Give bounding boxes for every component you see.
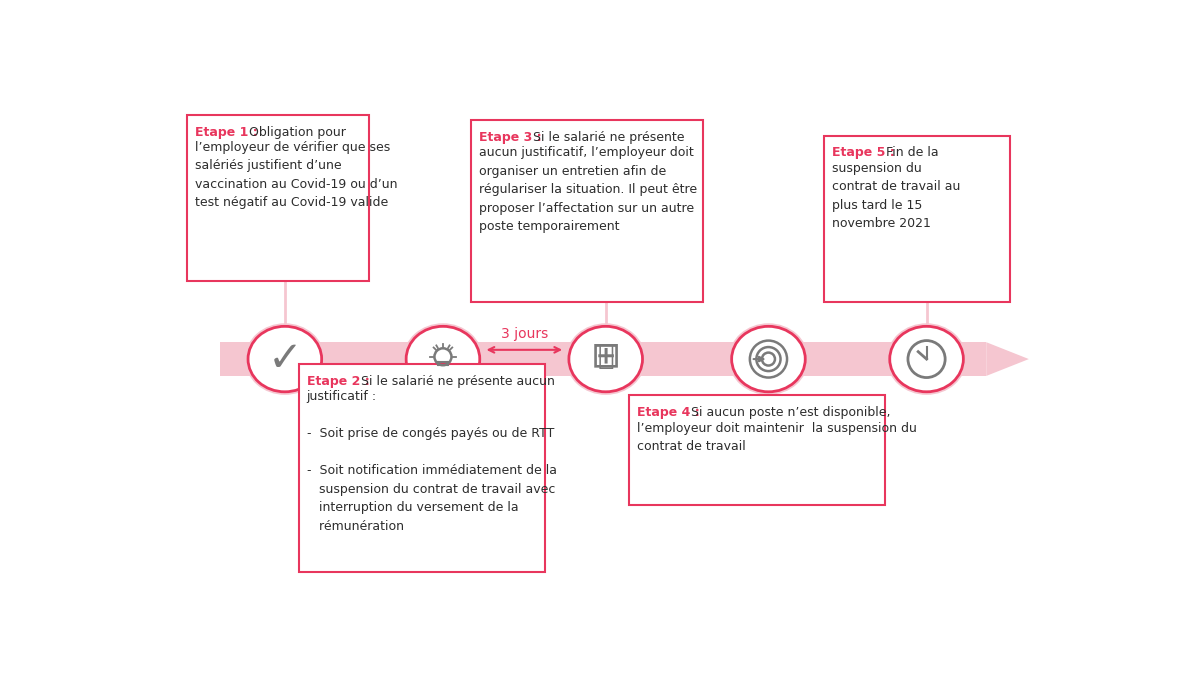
Text: l’employeur doit maintenir  la suspension du
contrat de travail: l’employeur doit maintenir la suspension…	[637, 422, 917, 453]
Ellipse shape	[728, 323, 809, 395]
Text: aucun justificatif, l’employeur doit
organiser un entretien afin de
régulariser : aucun justificatif, l’employeur doit org…	[479, 146, 697, 233]
Text: l’employeur de vérifier que ses
salériés justifient d’une
vaccination au Covid-1: l’employeur de vérifier que ses salériés…	[194, 141, 397, 209]
Text: suspension du
contrat de travail au
plus tard le 15
novembre 2021: suspension du contrat de travail au plus…	[832, 162, 960, 230]
Text: Si le salarié ne présente aucun: Si le salarié ne présente aucun	[356, 375, 554, 388]
Text: Etape 5 :: Etape 5 :	[832, 146, 895, 159]
Text: Fin de la: Fin de la	[882, 146, 938, 159]
FancyBboxPatch shape	[187, 115, 368, 281]
Ellipse shape	[403, 323, 482, 395]
Ellipse shape	[569, 326, 642, 391]
Ellipse shape	[732, 326, 805, 391]
Ellipse shape	[406, 326, 480, 391]
Text: justificatif :

-  Soit prise de congés payés ou de RTT

-  Soit notification im: justificatif : - Soit prise de congés pa…	[306, 390, 557, 533]
Text: Si aucun poste n’est disponible,: Si aucun poste n’est disponible,	[686, 406, 890, 419]
Text: ✓: ✓	[268, 338, 302, 380]
Ellipse shape	[887, 323, 966, 395]
Ellipse shape	[245, 323, 325, 395]
FancyBboxPatch shape	[299, 364, 545, 572]
Text: Etape 1 :: Etape 1 :	[194, 126, 258, 138]
Text: 3 jours: 3 jours	[500, 327, 548, 341]
Ellipse shape	[565, 323, 646, 395]
FancyBboxPatch shape	[470, 120, 703, 302]
Text: Etape 3 :: Etape 3 :	[479, 131, 541, 144]
Text: ⊞: ⊞	[590, 340, 620, 374]
Text: Si le salarié ne présente: Si le salarié ne présente	[529, 131, 684, 144]
FancyBboxPatch shape	[629, 396, 884, 505]
Polygon shape	[986, 342, 1028, 376]
Text: Etape 4 :: Etape 4 :	[637, 406, 700, 419]
Text: Obligation pour: Obligation pour	[245, 126, 346, 138]
Text: Etape 2 :: Etape 2 :	[306, 375, 370, 388]
FancyBboxPatch shape	[824, 136, 1010, 302]
Ellipse shape	[248, 326, 322, 391]
Text: 🤝: 🤝	[598, 342, 614, 370]
Ellipse shape	[889, 326, 964, 391]
FancyBboxPatch shape	[220, 342, 986, 376]
